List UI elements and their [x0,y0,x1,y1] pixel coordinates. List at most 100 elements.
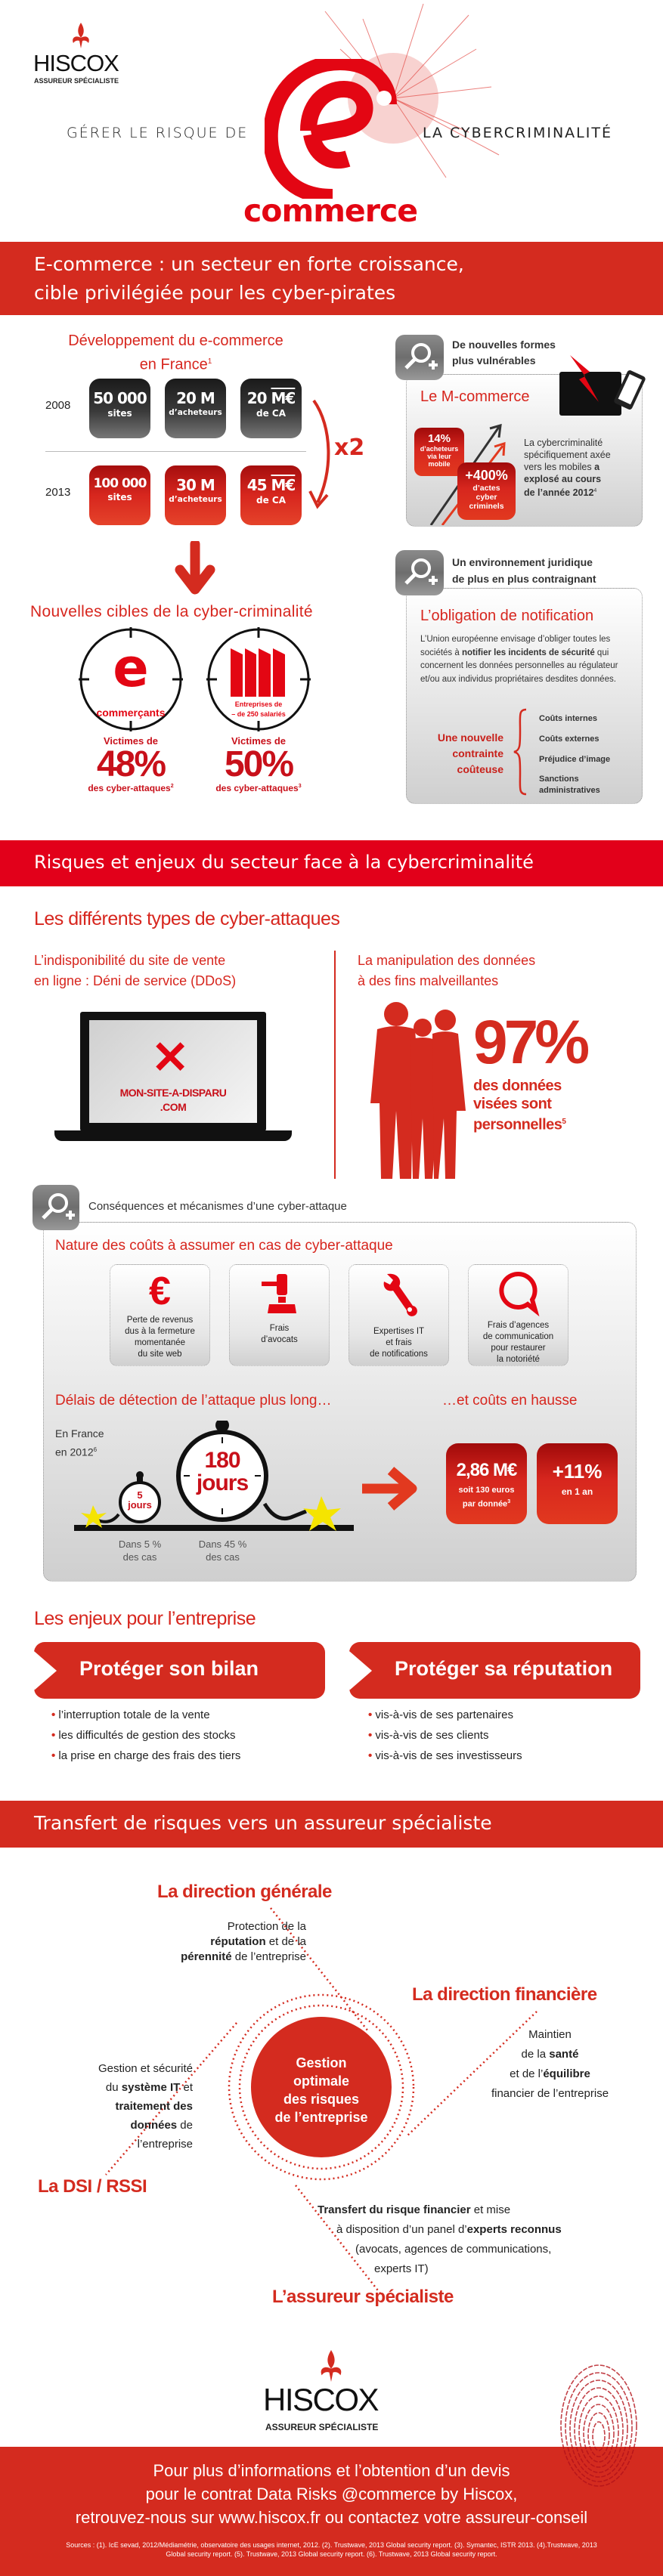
role-text: Maintien de la santé et de l’équilibre fina… [491,2028,609,2100]
section1-banner: E-commerce : un secteur en forte croissa… [0,242,663,315]
divider [334,951,336,1179]
divider [45,451,306,452]
stat-2008-sites: 50 000 sites [89,379,150,438]
development-title: Développement du e-commerce en France1 [45,331,306,376]
panel-heading: Un environnement juridique de plus en plu… [452,556,596,585]
fingerprint-icon [560,2364,637,2487]
cost-tile-communication: Frais d’agences de communication pour rest… [468,1264,569,1366]
types-title: Les différents types de cyber-attaques [34,908,340,929]
role-it: La DSI / RSSI [38,2176,147,2197]
title-word: commerce [243,193,418,229]
title-left: GÉRER LE RISQUE DE [67,125,249,141]
role-text: Transfert du risque financier et mise à d… [318,2203,562,2275]
magnifier-plus-icon [395,335,444,380]
panel-title: Le M-commerce [420,388,530,405]
cta-text: Pour plus d’informations et l’obtention … [75,2461,588,2527]
stopwatches-graphic [74,1421,354,1531]
reputation-bullets: vis-à-vis de ses partenairesvis-à-vis de… [368,1705,522,1766]
magnifier-plus-icon [33,1185,79,1230]
target-crosshair-icon: e [79,627,183,731]
logo-tagline: ASSUREUR SPÉCIALISTE [34,77,119,85]
center-label: Gestion optimale des risques de l’entrepris… [274,2055,368,2125]
role-finance: La direction financière [412,1984,597,2005]
people-silhouettes-icon [370,1002,466,1179]
stakes-title: Les enjeux pour l’entreprise [34,1608,256,1629]
target-buildings-icon [206,627,311,731]
big-clock-value: 180 jours [196,1448,249,1495]
costs-title: Nature des coûts à assumer en cas de cyb… [55,1238,393,1254]
e-at-logo-icon [265,59,397,199]
magnifier-plus-icon [395,550,444,595]
title-right: LA CYBERCRIMINALITÉ [423,125,612,141]
mobile-devices-lightning-icon [559,355,646,416]
data-heading: La manipulation des données à des fins ma… [358,953,536,988]
targets-title: Nouvelles cibles de la cyber-criminalité [30,603,313,620]
year-label: 2008 [45,399,71,412]
down-arrow-icon [175,541,215,595]
cost-rise-title: …et coûts en hausse [442,1393,578,1409]
speech-bubble-icon [498,1271,539,1317]
banner-line: cible privilégiée pour les cyber-pirates [34,282,396,304]
context-label: En France en 20126 [55,1427,104,1458]
offline-site-text: MON-SITE-A-DISPARU .COM [119,1087,227,1113]
target-label: Entreprises de – de 250 salariés [231,700,286,718]
stat-mobile-buyers: 14% d’acheteurs via leur mobile [414,428,464,476]
panel-heading: Conséquences et mécanismes d’une cyber-a… [88,1200,347,1213]
banner-text: Transfert de risques vers un assureur sp… [34,1812,492,1834]
hiscox-logo: HISCOX [263,2382,380,2417]
stat-2008-revenue: 20 M€ de CA [240,379,302,438]
data-stat: 97% des données visées sont personnelles5 [473,1008,590,1133]
stat-2013-revenue: 45 M€ de CA [240,465,302,525]
euro-icon: € [149,1269,171,1313]
small-clock-value: 5 jours [128,1489,152,1511]
multiplier: x2 [334,434,365,461]
title-line: Développement du e-commerce [68,332,283,349]
ddos-heading: L’indisponibilité du site de vente en lig… [34,953,237,988]
role-text: Protection de la réputation et de la péren… [181,1920,306,1963]
logo-tagline: ASSUREUR SPÉCIALISTE [265,2422,379,2432]
footer-banner: Pour plus d’informations et l’obtention … [0,2447,663,2576]
role-text: Gestion et sécurité du système IT et trait… [98,2062,193,2151]
delay-title: Délais de détection de l’attaque plus lo… [55,1393,332,1409]
protect-reputation-button[interactable]: Protéger sa réputation [349,1642,640,1699]
cost-per-record-box: 2,86 M€ soit 130 euros par donnée3 [446,1443,527,1524]
brace-icon [513,708,527,796]
svg-text:e: e [113,637,148,699]
role-general-management: La direction générale [157,1882,332,1902]
hiscox-logo: HISCOX [33,50,119,76]
fleur-de-lis-icon [73,23,89,48]
right-arrow-icon [362,1467,417,1511]
stat-cyber-acts: +400% d’actes cyber criminels [457,462,516,520]
mcommerce-text: La cybercriminalité spécifiquement axée ve… [524,438,611,499]
stat-2013-sites: 100 000 sites [89,465,150,525]
target-label: commerçants [96,707,166,719]
big-clock-caption: Dans 45 % des cas [198,1538,247,1563]
balance-bullets: l’interruption totale de la venteles dif… [51,1705,240,1766]
footnote: 1 [207,357,212,366]
gavel-icon [261,1274,296,1313]
curved-arrow-icon [308,399,330,509]
panel-title: L’obligation de notification [420,608,594,624]
year-label: 2013 [45,486,71,499]
cost-tile-revenue: € Perte de revenus dus à la fermeture momen… [110,1264,210,1366]
wrench-icon [383,1273,417,1316]
panel-heading: De nouvelles formes plus vulnérables [452,339,556,366]
protect-balance-button[interactable]: Protéger son bilan [34,1642,325,1699]
target-stat: Victimes de 50% des cyber-attaques3 [215,735,302,793]
cost-tile-lawyers: Frais d’avocats [229,1264,330,1366]
cost-tile-it: Expertises IT et frais de notifications [349,1264,449,1366]
cost-increase-box: +11% en 1 an [537,1443,618,1524]
role-insurer: L’assureur spécialiste [272,2287,454,2307]
section3-banner: Transfert de risques vers un assureur sp… [0,1801,663,1848]
constraint-label: Une nouvelle contrainte coûteuse [437,731,503,775]
error-x-icon: ✕ [151,1032,190,1083]
legal-paragraph: L’Union européenne envisage d’obliger to… [420,635,618,684]
cost-list: Coûts internes Coûts externes Préjudice d’… [539,714,611,795]
play-triangle-icon [34,1651,57,1690]
small-clock-caption: Dans 5 % des cas [118,1538,162,1563]
fleur-de-lis-icon [321,2350,342,2382]
play-triangle-icon [349,1651,372,1690]
section2-banner: Risques et enjeux du secteur face à la c… [0,840,663,886]
